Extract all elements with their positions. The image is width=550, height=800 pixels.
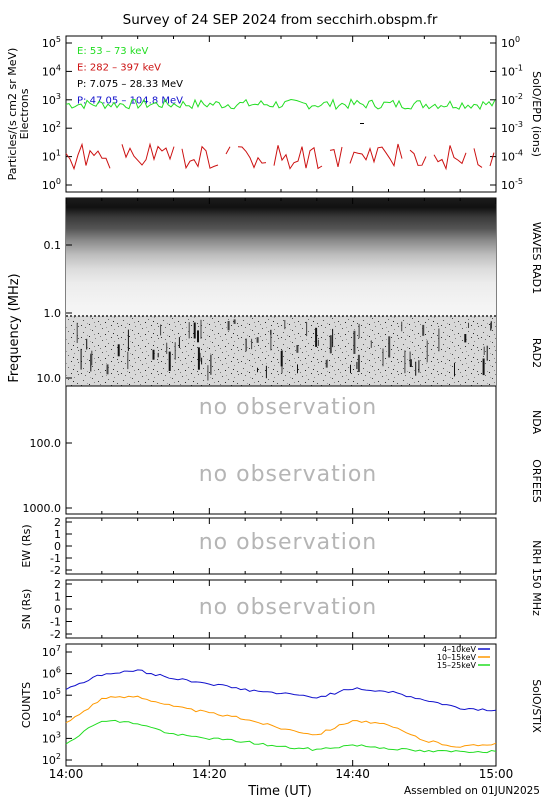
nrh-ew-panel: 210-1-2 no observation EW (Rs) — [20, 516, 497, 577]
epd-legend-entry: E: 53 – 73 keV — [77, 46, 148, 57]
nrh-right-label: NRH 150 MHz — [530, 540, 543, 616]
epd-electron-282-397kev-line — [65, 142, 495, 171]
nrh-sn-tick-label: -2 — [50, 628, 61, 641]
radio-no-observation-nda: no observation — [199, 395, 378, 420]
epd-legend-entry: P: 7.075 – 28.33 MeV — [77, 79, 183, 90]
stix-tick-label: 105 — [42, 687, 61, 702]
epd-left-tick-label: 100 — [42, 177, 61, 192]
stix-10-15kev-line — [65, 695, 497, 748]
nrh-ew-tick-label: 2 — [54, 516, 61, 529]
epd-electron-53-73kev-line — [65, 98, 496, 111]
stix-15-25kev-line — [65, 719, 497, 754]
stix-tick-label: 104 — [42, 709, 61, 724]
nrh-ew-tick-label: 1 — [54, 528, 61, 541]
epd-right-tick-label: 10-1 — [501, 63, 523, 78]
stix-tick-label: 102 — [42, 752, 61, 767]
label-waves-rad1: WAVES RAD1 — [530, 222, 543, 294]
label-orfees: ORFEES — [530, 459, 543, 503]
rad2-burst-marks — [76, 319, 492, 381]
stix-counts-axis: 107 106 105 104 103 102 — [42, 644, 72, 767]
epd-left-tick-label: 102 — [42, 120, 61, 135]
nrh-ew-label: EW (Rs) — [20, 524, 33, 567]
epd-legend-entry: P: 47.05 – 104.8 MeV — [77, 96, 183, 107]
nrh-sn-panel: 210-1-2 no observation SN (Rs) NRH 150 M… — [20, 540, 543, 641]
label-nda: NDA — [530, 410, 543, 435]
nrh-sn-label: SN (Rs) — [20, 589, 33, 630]
epd-left-tick-label: 103 — [42, 92, 61, 107]
stix-frame — [65, 643, 497, 767]
time-tick-label: 14:40 — [335, 767, 370, 781]
waves-rad1-spectrogram — [66, 198, 496, 316]
assembled-note: Assembled on 01JUN2025 — [404, 785, 540, 797]
stix-tick-label: 107 — [42, 644, 61, 659]
nrh-sn-no-observation: no observation — [199, 595, 378, 620]
nrh-sn-axis: 210-1-2 — [50, 578, 72, 641]
stix-tick-label: 103 — [42, 730, 61, 745]
label-rad2: RAD2 — [530, 338, 543, 368]
nrh-ew-tick-label: -1 — [50, 552, 61, 565]
nrh-sn-tick-label: 1 — [54, 591, 61, 604]
epd-right-label: SolO/EPD (ions) — [530, 71, 543, 157]
epd-left-tick-label: 105 — [42, 35, 61, 50]
stix-legend-label: 10–15keV — [437, 653, 477, 662]
stix-ylabel: COUNTS — [20, 682, 33, 728]
nrh-ew-frame — [65, 517, 497, 575]
epd-right-tick-label: 10-2 — [501, 92, 523, 107]
radio-tick-label: 1000.0 — [23, 502, 62, 515]
epd-right-tick-label: 10-5 — [501, 177, 523, 192]
nrh-sn-frame — [65, 579, 497, 639]
nrh-ew-tick-label: 0 — [54, 540, 61, 553]
nrh-sn-tick-label: 0 — [54, 603, 61, 616]
nrh-ew-tick-label: -2 — [50, 564, 61, 577]
radio-panel: 0.1 1.0 10.0 100.0 1000.0 no observation no … — [7, 197, 543, 515]
time-tick-label: 14:20 — [192, 767, 227, 781]
time-tick-label: 15:00 — [479, 767, 514, 781]
epd-legend: E: 53 – 73 keV E: 282 – 397 keV P: 7.075 –… — [77, 46, 183, 107]
nrh-sn-tick-label: 2 — [54, 578, 61, 591]
epd-ylabel-2: Electrons — [18, 88, 31, 139]
radio-ylabel: Frequency (MHz) — [7, 273, 22, 382]
time-axis-label: Time (UT) — [247, 784, 312, 799]
stix-tick-label: 106 — [42, 666, 61, 681]
epd-right-tick-label: 10-4 — [501, 149, 523, 164]
stix-right-label: SolO/STIX — [530, 679, 543, 733]
epd-right-axis: 100 10-1 10-2 10-3 10-4 10-5 — [490, 35, 523, 192]
radio-tick-label: 1.0 — [44, 307, 62, 320]
radio-tick-label: 0.1 — [44, 239, 62, 252]
nrh-sn-tick-label: -1 — [50, 616, 61, 629]
stix-legend-label: 4–10keV — [442, 645, 477, 654]
epd-legend-entry: E: 282 – 397 keV — [77, 63, 161, 74]
nrh-ew-axis: 210-1-2 — [50, 516, 72, 577]
epd-right-tick-label: 10-3 — [501, 120, 523, 135]
figure-title: Survey of 24 SEP 2024 from secchirh.obsp… — [123, 12, 438, 28]
radio-tick-label: 100.0 — [30, 437, 62, 450]
epd-left-tick-label: 101 — [42, 149, 61, 164]
epd-left-axis: 105 104 103 102 101 100 — [42, 35, 72, 192]
stix-legend-label: 15–25keV — [437, 661, 477, 670]
radio-frequency-axis: 0.1 1.0 10.0 100.0 1000.0 — [23, 239, 72, 515]
epd-proton-marker — [360, 123, 364, 124]
epd-left-tick-label: 104 — [42, 63, 61, 78]
stix-panel: 107 106 105 104 103 102 4–10keV10–15keV15–25k… — [20, 643, 543, 767]
epd-frame — [65, 35, 497, 193]
epd-ylabel-1: Particles/(s cm2 sr MeV) — [6, 48, 19, 181]
nrh-ew-no-observation: no observation — [199, 530, 378, 555]
radio-no-observation-orfees: no observation — [199, 462, 378, 487]
stix-4-10kev-line — [65, 669, 497, 712]
epd-right-tick-label: 100 — [501, 35, 520, 50]
time-tick-label: 14:00 — [49, 767, 84, 781]
time-axis: 14:00 14:20 14:40 15:00 — [49, 36, 514, 781]
radio-tick-label: 10.0 — [37, 372, 62, 385]
